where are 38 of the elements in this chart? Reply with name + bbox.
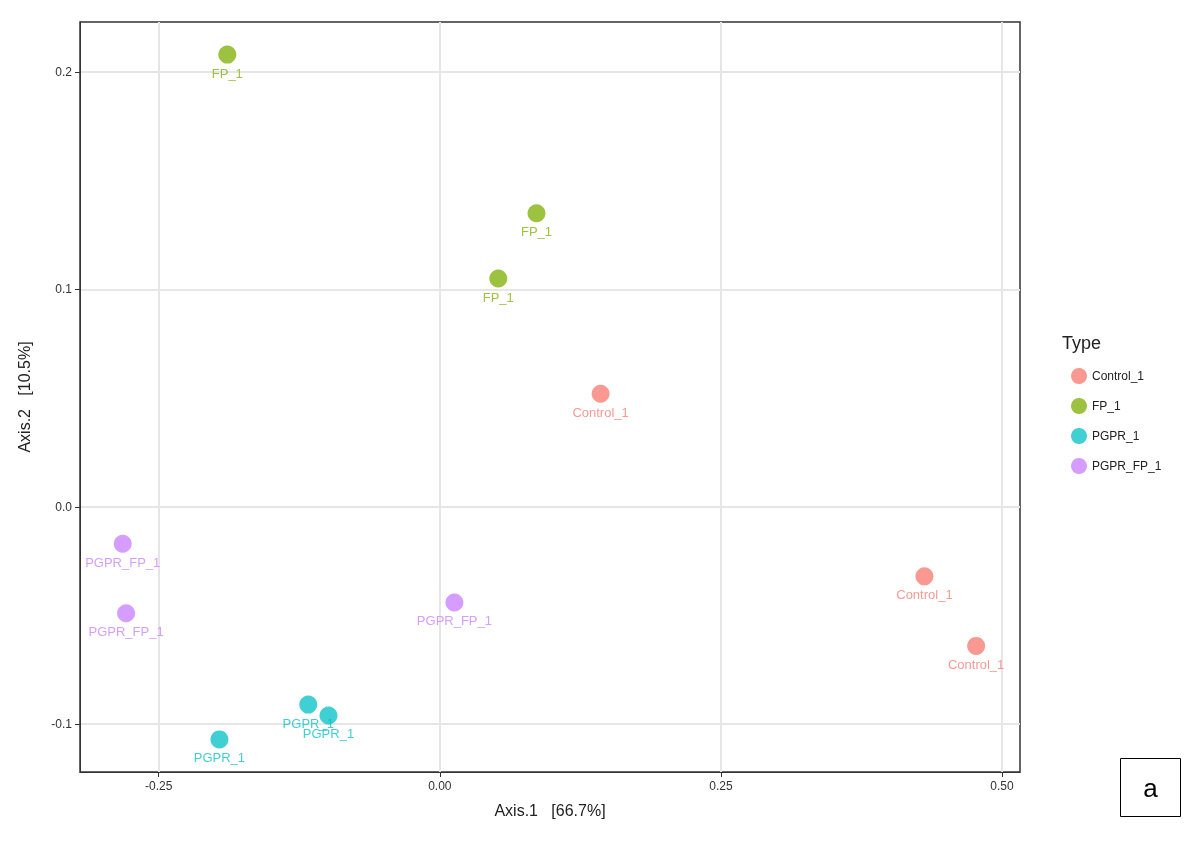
y-tick-label: 0.2 bbox=[55, 65, 73, 79]
legend-title: Type bbox=[1062, 333, 1102, 353]
x-tick-label: 0.50 bbox=[990, 779, 1015, 793]
text: PGPR_FP_1 bbox=[85, 554, 161, 570]
legend-label: FP_1 bbox=[1092, 399, 1122, 413]
legend-label: Control_1 bbox=[1092, 369, 1145, 383]
text: a bbox=[1143, 772, 1159, 803]
point bbox=[210, 730, 229, 749]
x-axis-title: Axis.1 [66.7%] bbox=[494, 801, 606, 819]
x-tick-label: 0.25 bbox=[709, 779, 733, 793]
point bbox=[218, 45, 237, 64]
text: PGPR_FP_1 bbox=[88, 624, 164, 640]
y-tick-label: 0.0 bbox=[55, 499, 73, 514]
text: Control_1 bbox=[572, 404, 629, 420]
point bbox=[113, 534, 132, 553]
y-tick-label: -0.1 bbox=[51, 717, 73, 732]
point bbox=[299, 695, 318, 714]
point bbox=[445, 593, 464, 612]
text: FP_1 bbox=[482, 289, 514, 305]
text: FP_1 bbox=[211, 65, 243, 81]
text: PGPR_FP_1 bbox=[416, 613, 492, 629]
text: Control_1 bbox=[947, 656, 1005, 672]
text: PGPR_1 bbox=[193, 750, 246, 766]
y-axis-title: Axis.2 [10.5%] bbox=[15, 341, 33, 453]
legend-label: PGPR_1 bbox=[1092, 429, 1140, 443]
point bbox=[489, 269, 508, 288]
point bbox=[967, 636, 986, 655]
x-tick-label: -0.25 bbox=[145, 779, 173, 793]
point bbox=[591, 384, 610, 403]
legend-label: PGPR_FP_1 bbox=[1092, 459, 1162, 473]
point bbox=[117, 604, 136, 623]
point bbox=[527, 204, 546, 223]
text: Control_1 bbox=[896, 587, 953, 603]
x-tick-label: 0.00 bbox=[428, 779, 452, 793]
text: PGPR_1 bbox=[282, 715, 334, 731]
y-tick-label: 0.1 bbox=[55, 282, 73, 297]
text: FP_1 bbox=[520, 224, 553, 240]
point bbox=[915, 567, 934, 586]
